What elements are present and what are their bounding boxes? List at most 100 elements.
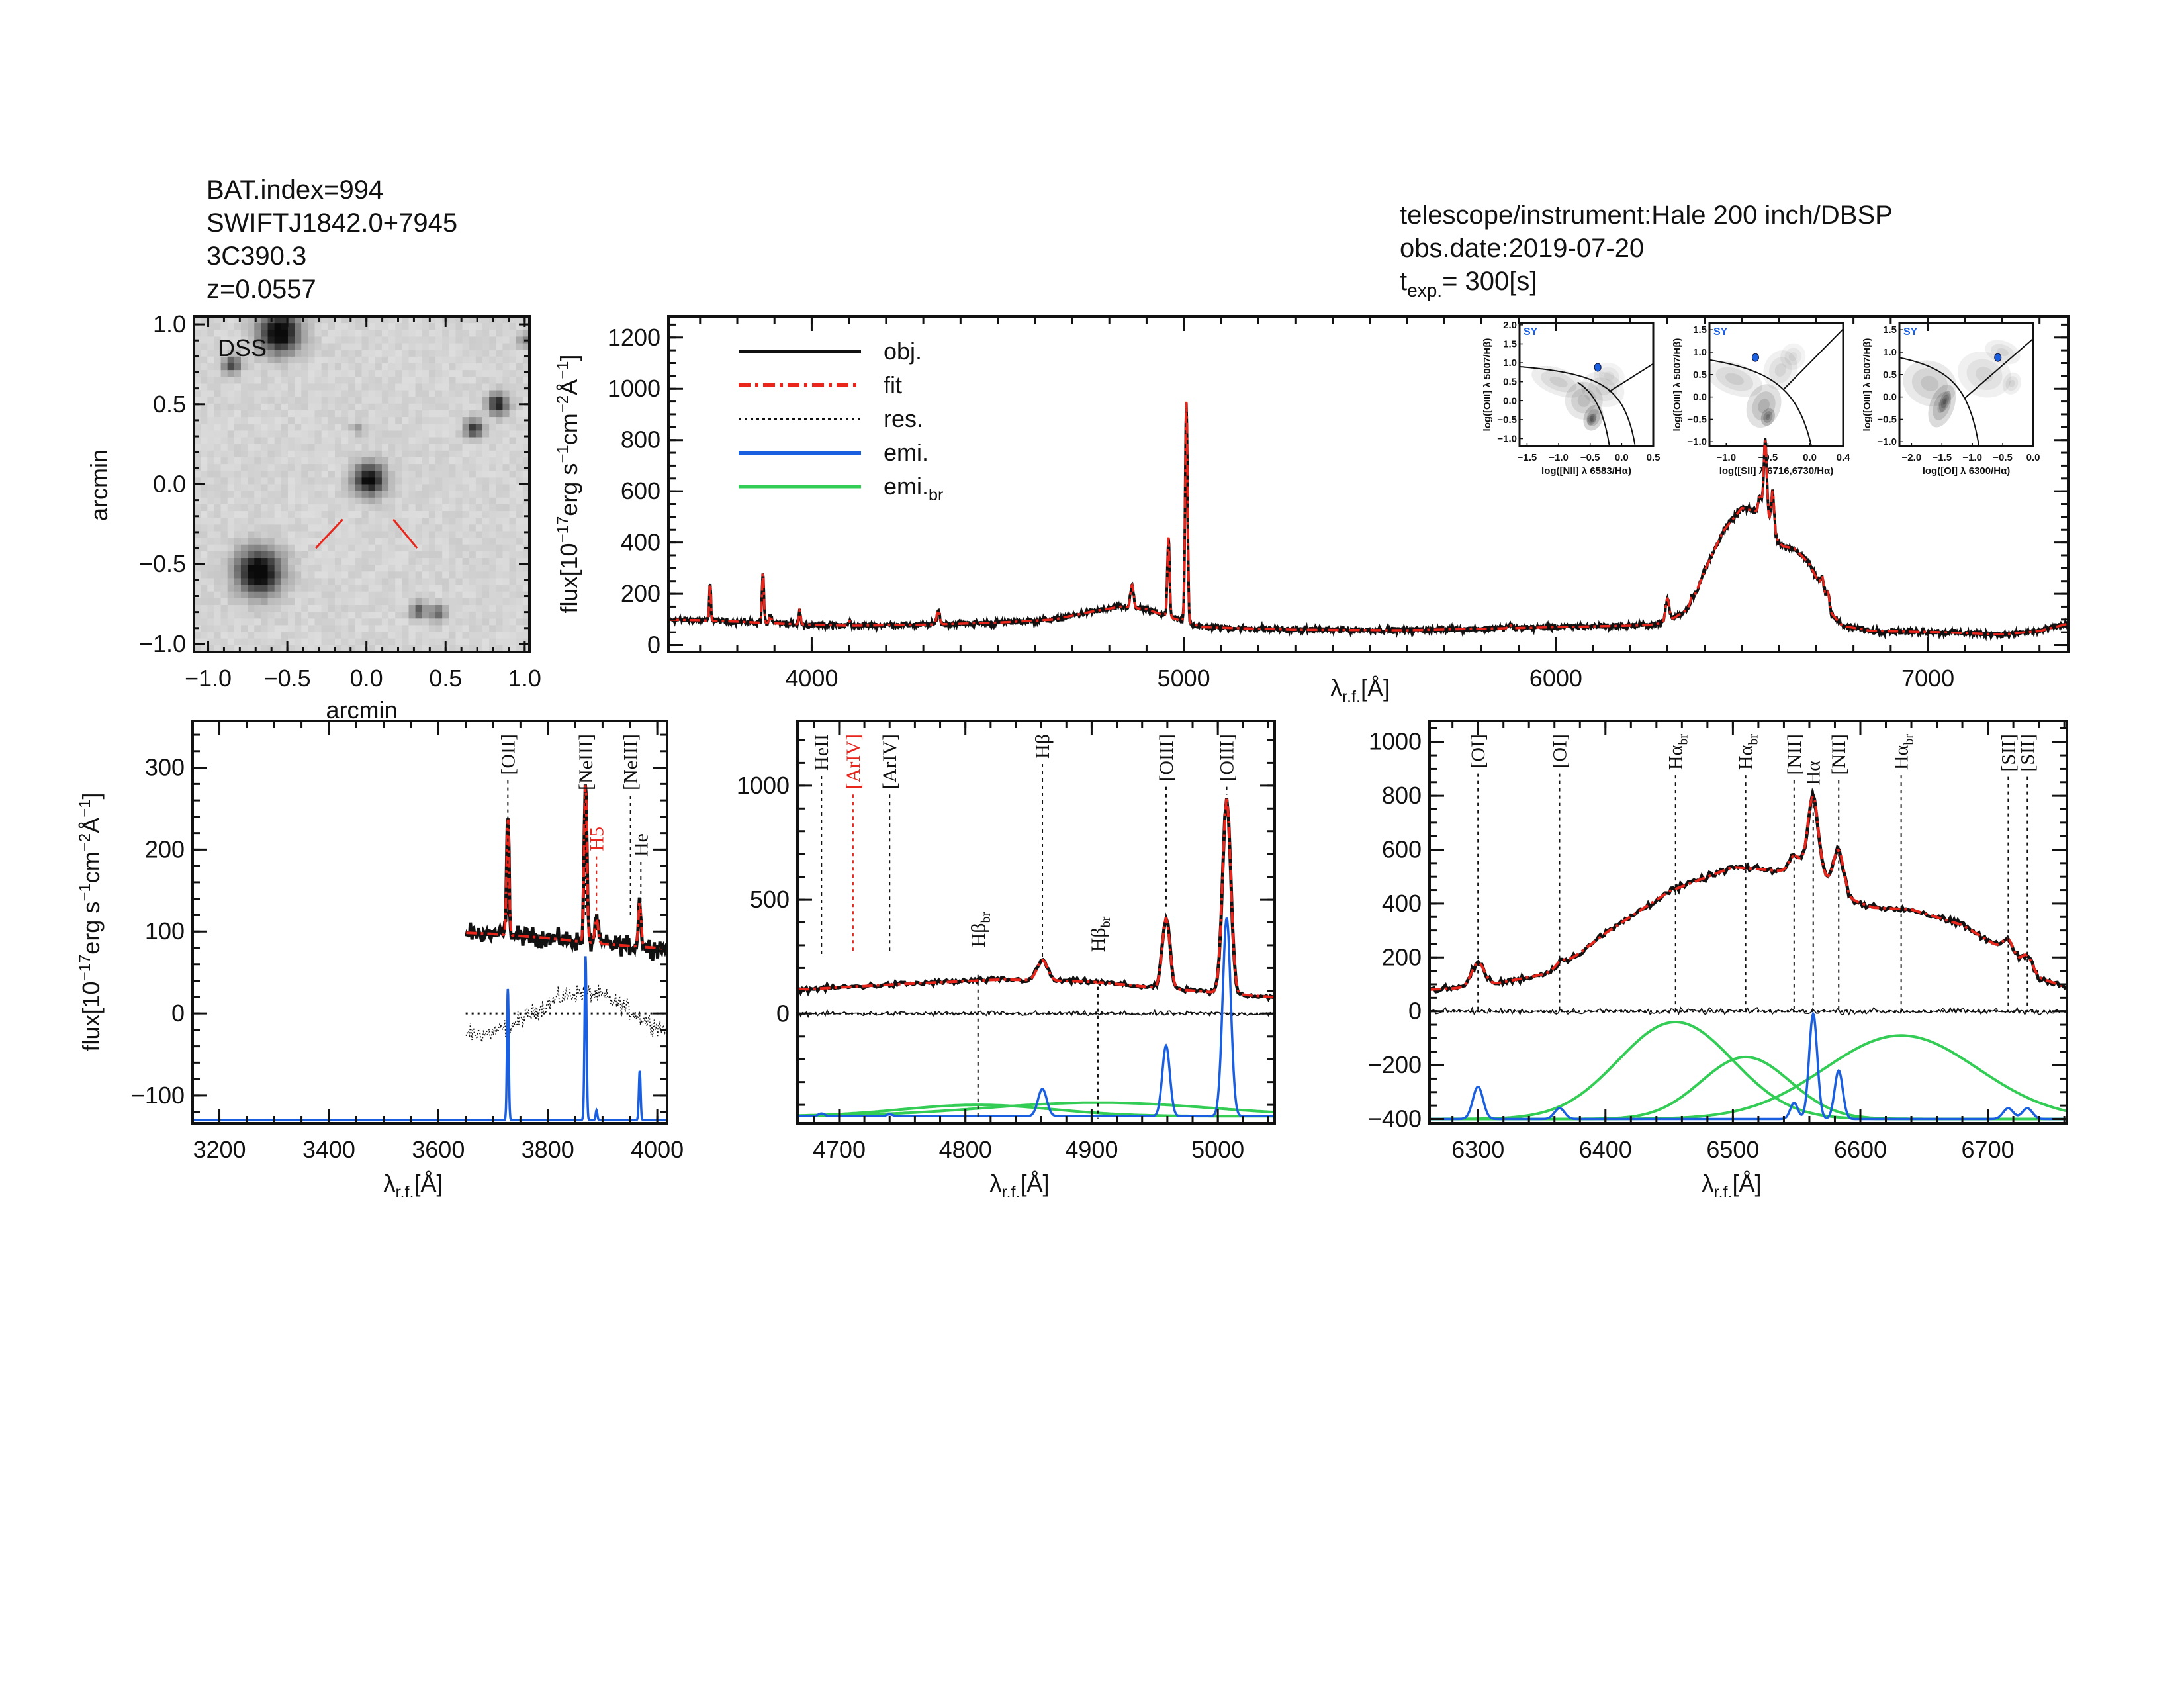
image-pixel: [254, 444, 261, 451]
image-pixel: [375, 410, 383, 418]
image-pixel: [267, 403, 275, 411]
image-pixel: [422, 531, 430, 539]
image-pixel: [220, 330, 228, 338]
image-pixel: [455, 565, 463, 572]
image-pixel: [462, 437, 470, 445]
image-pixel: [469, 363, 477, 371]
image-pixel: [489, 424, 496, 431]
image-pixel: [395, 598, 402, 606]
y-tick-label: 0.5: [153, 391, 186, 418]
image-pixel: [415, 511, 423, 518]
image-pixel: [435, 484, 443, 492]
image-pixel: [415, 591, 423, 599]
image-pixel: [328, 531, 336, 539]
y-tick-label: 100: [145, 917, 185, 945]
image-pixel: [287, 477, 295, 485]
density-contour: [1942, 398, 1947, 405]
image-pixel: [455, 605, 463, 612]
density-contour: [1958, 352, 2012, 398]
image-pixel: [469, 430, 477, 438]
image-pixel: [287, 632, 295, 639]
image-pixel: [328, 390, 336, 398]
image-pixel: [295, 578, 302, 586]
image-pixel: [248, 450, 255, 458]
image-pixel: [475, 383, 483, 391]
image-pixel: [248, 424, 255, 431]
image-pixel: [388, 578, 396, 586]
image-pixel: [355, 437, 363, 445]
image-pixel: [220, 538, 228, 545]
image-pixel: [248, 625, 255, 633]
image-pixel: [328, 457, 336, 465]
image-pixel: [328, 497, 336, 505]
image-pixel: [214, 330, 222, 338]
image-pixel: [469, 504, 477, 512]
image-pixel: [516, 511, 523, 518]
image-pixel: [267, 350, 275, 357]
image-pixel: [462, 356, 470, 364]
image-pixel: [220, 511, 228, 518]
image-pixel: [469, 585, 477, 592]
image-pixel: [254, 612, 261, 619]
image-pixel: [214, 464, 222, 471]
image-pixel: [435, 390, 443, 398]
y-axis-label-part: −17: [554, 516, 572, 543]
image-pixel: [254, 531, 261, 539]
image-pixel: [254, 497, 261, 505]
image-pixel: [368, 638, 376, 646]
image-pixel: [469, 531, 477, 539]
image-pixel: [496, 612, 504, 619]
image-pixel: [248, 397, 255, 404]
image-pixel: [220, 625, 228, 633]
y-axis-label-part: Å: [77, 818, 105, 833]
image-pixel: [214, 424, 222, 431]
image-pixel: [502, 444, 510, 451]
image-pixel: [381, 464, 389, 471]
image-pixel: [328, 578, 336, 586]
image-pixel: [240, 450, 248, 458]
image-pixel: [509, 544, 517, 552]
image-pixel: [422, 538, 430, 545]
image-pixel: [254, 504, 261, 512]
image-pixel: [375, 531, 383, 539]
image-pixel: [214, 383, 222, 391]
image-pixel: [522, 571, 529, 579]
image-pixel: [334, 450, 342, 458]
image-pixel: [388, 316, 396, 324]
image-pixel: [348, 316, 355, 324]
image-pixel: [388, 558, 396, 565]
image-pixel: [194, 316, 201, 324]
image-pixel: [522, 551, 529, 559]
image-pixel: [435, 424, 443, 431]
image-pixel: [301, 323, 308, 330]
image-pixel: [395, 544, 402, 552]
legend-label-emi-base: emi.: [884, 439, 929, 466]
image-pixel: [408, 397, 416, 404]
image-pixel: [368, 430, 376, 438]
image-pixel: [214, 504, 222, 512]
image-pixel: [408, 497, 416, 505]
image-pixel: [261, 323, 269, 330]
line-label: [OI]: [1549, 734, 1570, 769]
inset-background: [1853, 319, 2038, 502]
image-pixel: [516, 330, 523, 338]
image-pixel: [234, 497, 242, 505]
image-pixel: [422, 612, 430, 619]
image-pixel: [194, 424, 201, 431]
image-pixel: [516, 424, 523, 431]
image-pixel: [381, 638, 389, 646]
image-pixel: [267, 471, 275, 478]
image-pixel: [435, 343, 443, 351]
image-pixel: [462, 511, 470, 518]
image-pixel: [408, 444, 416, 451]
image-pixel: [489, 403, 496, 411]
image-pixel: [281, 403, 289, 411]
image-pixel: [375, 585, 383, 592]
image-pixel: [234, 571, 242, 579]
image-pixel: [509, 363, 517, 371]
image-pixel: [207, 504, 215, 512]
image-pixel: [482, 457, 490, 465]
image-pixel: [482, 336, 490, 344]
image-pixel: [455, 464, 463, 471]
image-pixel: [248, 524, 255, 532]
